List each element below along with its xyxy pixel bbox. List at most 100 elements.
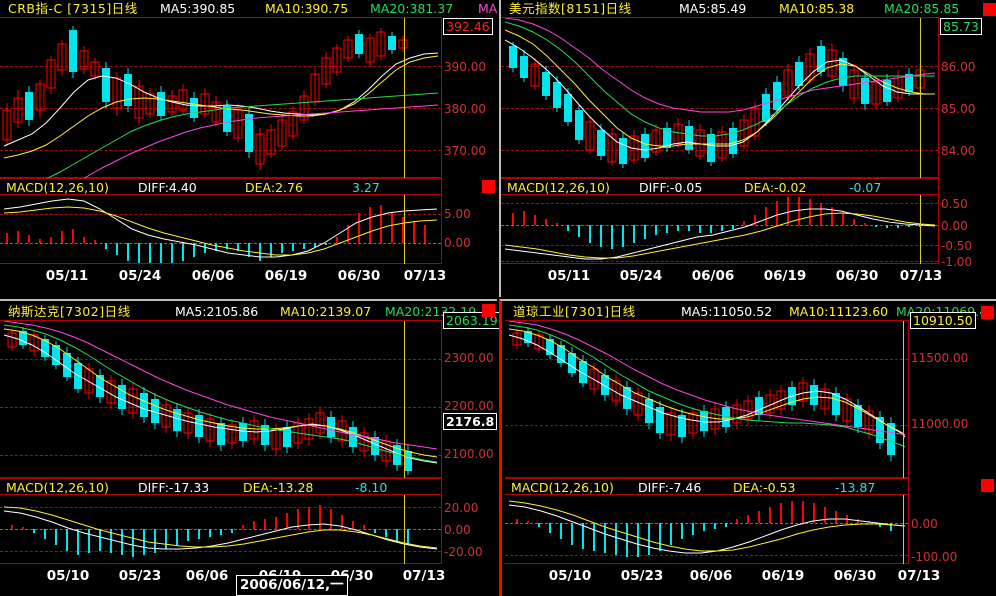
macd-header-dowjones: MACD(12,26,10) DIFF:-7.46 DEA:-0.53 -13.… bbox=[505, 478, 908, 495]
x-axis-labels-dowjones: 05/10 05/23 06/06 06/19 06/30 07/13 bbox=[505, 565, 941, 587]
crosshair-vertical bbox=[903, 321, 904, 479]
price-tick: 2200.00 bbox=[444, 399, 494, 413]
macd-tick: 5.00 bbox=[444, 207, 471, 221]
candles-and-ma-nasdaq bbox=[3, 321, 438, 475]
x-label: 06/30 bbox=[337, 268, 381, 284]
macd-value: 3.27 bbox=[352, 180, 380, 195]
last-price-box: 392.46 bbox=[443, 18, 493, 35]
price-plot-dowjones[interactable] bbox=[505, 320, 908, 479]
pane-header-crb: CRB指-C [7315]日线 MA5:390.85 MA10:390.75 M… bbox=[0, 0, 497, 17]
macd-header-nasdaq: MACD(12,26,10) DIFF:-17.33 DEA:-13.28 -8… bbox=[0, 478, 441, 495]
x-label: 06/06 bbox=[691, 268, 735, 284]
ma5-label: MA5:85.49 bbox=[679, 1, 747, 16]
gridline bbox=[0, 359, 441, 360]
macd-tick: -1.00 bbox=[941, 255, 973, 269]
status-marker bbox=[983, 3, 996, 16]
candles-and-ma-usdx bbox=[504, 18, 936, 168]
date-status-box: 2006/06/12,一 bbox=[236, 575, 348, 596]
candles-and-ma-crb bbox=[2, 26, 439, 178]
x-label: 07/13 bbox=[899, 268, 943, 284]
pane-header-usdx: 美元指数[8151]日线 MA5:85.49 MA10:85.38 MA20:8… bbox=[501, 0, 996, 17]
price-axis-line bbox=[938, 17, 939, 264]
price-plot-usdx[interactable] bbox=[501, 17, 938, 179]
x-label: 05/11 bbox=[45, 268, 89, 284]
ma5-label: MA5:390.85 bbox=[160, 1, 236, 16]
price-axis-line bbox=[441, 320, 442, 564]
gridline bbox=[0, 455, 441, 456]
ma10-label: MA10:85.38 bbox=[779, 1, 855, 16]
gridline bbox=[501, 108, 938, 109]
price-axis-line bbox=[908, 320, 909, 564]
macd-title: MACD(12,26,10) bbox=[6, 180, 109, 195]
x-label: 07/13 bbox=[403, 268, 447, 284]
gridline bbox=[501, 245, 938, 246]
macd-plot-usdx[interactable] bbox=[501, 195, 938, 264]
instrument-title: 美元指数[8151]日线 bbox=[509, 1, 632, 16]
instrument-title: CRB指-C [7315]日线 bbox=[8, 1, 138, 16]
macd-value: -8.10 bbox=[355, 480, 388, 495]
macd-plot-nasdaq[interactable] bbox=[0, 495, 441, 564]
x-label: 06/19 bbox=[763, 268, 807, 284]
macd-dea: DEA:-13.28 bbox=[243, 480, 314, 495]
chart-pane-crb[interactable]: CRB指-C [7315]日线 MA5:390.85 MA10:390.75 M… bbox=[0, 0, 497, 297]
crosshair-vertical bbox=[404, 321, 405, 479]
instrument-title: 道琼工业[7301]日线 bbox=[513, 304, 636, 319]
x-axis-labels-nasdaq: 05/10 05/23 06/06 06/19 06/30 07/13 bbox=[0, 565, 446, 587]
gridline bbox=[0, 551, 441, 552]
x-label: 05/23 bbox=[620, 568, 664, 584]
x-label: 06/30 bbox=[833, 568, 877, 584]
macd-title: MACD(12,26,10) bbox=[6, 480, 109, 495]
chart-pane-nasdaq[interactable]: 纳斯达克[7302]日线 MA5:2105.86 MA10:2139.07 MA… bbox=[0, 299, 501, 596]
gridline bbox=[0, 66, 441, 67]
last-price-box: 10910.50 bbox=[910, 312, 976, 329]
price-tick: 380.00 bbox=[444, 102, 486, 116]
macd-diff: DIFF:-0.05 bbox=[639, 180, 703, 195]
gridline bbox=[501, 150, 938, 151]
macd-tick: 0.00 bbox=[444, 236, 471, 250]
gridline bbox=[501, 261, 938, 262]
gridline bbox=[501, 66, 938, 67]
ma10-label: MA10:390.75 bbox=[265, 1, 349, 16]
gridline bbox=[0, 407, 441, 408]
x-label: 05/11 bbox=[547, 268, 591, 284]
price-tick: 390.00 bbox=[444, 60, 486, 74]
chart-pane-usdx[interactable]: 美元指数[8151]日线 MA5:85.49 MA10:85.38 MA20:8… bbox=[499, 0, 996, 297]
price-tick: 2100.00 bbox=[444, 447, 494, 461]
macd-dea: DEA:-0.02 bbox=[744, 180, 807, 195]
x-label: 05/24 bbox=[118, 268, 162, 284]
macd-histogram-dowjones bbox=[508, 500, 906, 557]
crosshair-price-box: 2176.8 bbox=[443, 413, 498, 430]
gridline bbox=[0, 214, 441, 215]
macd-title: MACD(12,26,10) bbox=[511, 480, 614, 495]
crosshair-vertical bbox=[903, 495, 904, 564]
gridline bbox=[501, 203, 938, 204]
status-marker bbox=[482, 304, 495, 317]
crosshair-vertical bbox=[404, 495, 405, 564]
x-label: 06/06 bbox=[185, 568, 229, 584]
x-label: 07/13 bbox=[402, 568, 446, 584]
ma10-label: MA10:11123.60 bbox=[789, 304, 889, 319]
macd-title: MACD(12,26,10) bbox=[507, 180, 610, 195]
gridline bbox=[0, 507, 441, 508]
macd-tick: 0.00 bbox=[941, 219, 968, 233]
zeroline bbox=[0, 243, 441, 244]
price-plot-nasdaq[interactable] bbox=[0, 320, 441, 479]
pane-header-nasdaq: 纳斯达克[7302]日线 MA5:2105.86 MA10:2139.07 MA… bbox=[0, 303, 497, 320]
chart-pane-dowjones[interactable]: 道琼工业[7301]日线 MA5:11050.52 MA10:11123.60 … bbox=[499, 299, 996, 596]
macd-plot-crb[interactable] bbox=[0, 195, 441, 264]
x-axis-labels-usdx: 05/11 05/24 06/06 06/19 06/30 07/13 bbox=[501, 265, 943, 287]
macd-plot-dowjones[interactable] bbox=[505, 495, 908, 564]
zeroline bbox=[505, 523, 908, 524]
macd-histogram-crb bbox=[3, 198, 438, 263]
gridline bbox=[0, 150, 441, 151]
price-plot-crb[interactable] bbox=[0, 17, 441, 179]
macd-value: -0.07 bbox=[849, 180, 882, 195]
price-tick: 11000.00 bbox=[911, 417, 969, 431]
macd-header-crb: MACD(12,26,10) DIFF:4.40 DEA:2.76 3.27 bbox=[0, 178, 441, 195]
x-label: 05/10 bbox=[46, 568, 90, 584]
x-label: 05/24 bbox=[619, 268, 663, 284]
status-marker bbox=[482, 180, 495, 193]
macd-histogram-usdx bbox=[504, 197, 936, 260]
crosshair-vertical bbox=[404, 18, 405, 179]
